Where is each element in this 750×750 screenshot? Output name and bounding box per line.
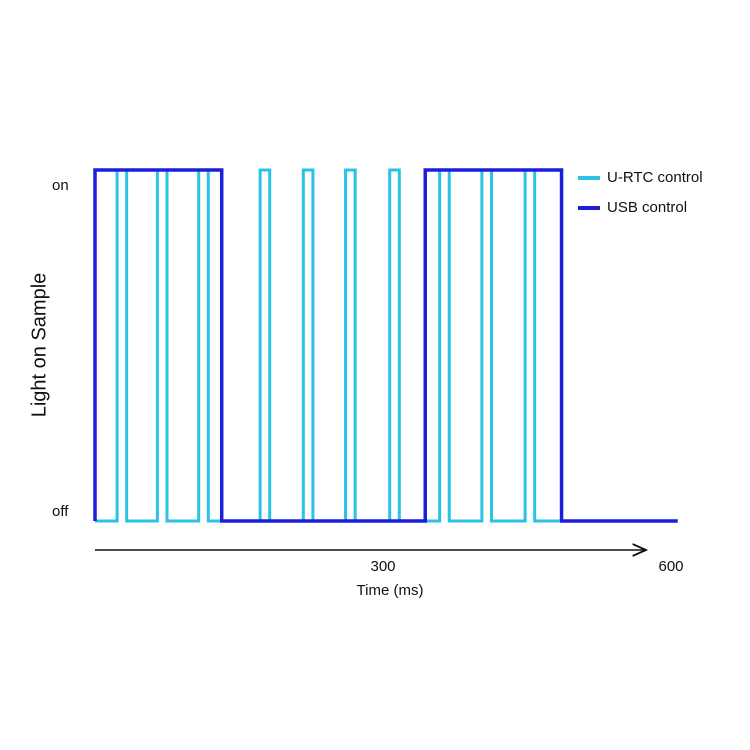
legend-label: USB control	[607, 199, 687, 216]
y-axis-label: Light on Sample	[28, 273, 50, 418]
x-tick-label: 600	[658, 558, 683, 575]
x-axis-label: Time (ms)	[357, 582, 424, 599]
series-line	[95, 168, 560, 523]
legend-label: U-RTC control	[607, 169, 703, 186]
x-tick-label: 300	[370, 558, 395, 575]
y-tick-label: on	[52, 177, 69, 194]
y-tick-label: off	[52, 503, 69, 520]
series-line	[93, 168, 678, 523]
